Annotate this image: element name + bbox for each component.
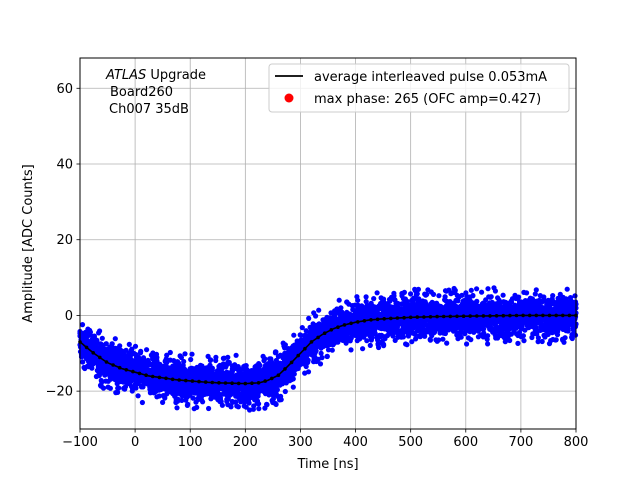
sample-point [305,357,311,363]
sample-point [500,292,506,298]
sample-point [99,335,105,341]
sample-cloud [77,285,579,413]
sample-point [181,358,187,365]
sample-point [318,350,324,356]
sample-point [338,305,344,311]
sample-point [291,371,297,377]
sample-point [94,337,100,343]
sample-point [400,334,406,340]
sample-point [209,365,215,371]
sample-point [133,385,139,391]
sample-point [290,376,296,382]
sample-point [474,298,480,304]
sample-point [79,322,86,328]
sample-point [485,333,491,339]
sample-point [282,388,288,395]
sample-point [565,328,571,334]
sample-point [162,395,168,401]
sample-point [550,293,556,299]
sample-point [424,291,430,297]
sample-point [116,385,122,391]
sample-point [89,365,95,371]
